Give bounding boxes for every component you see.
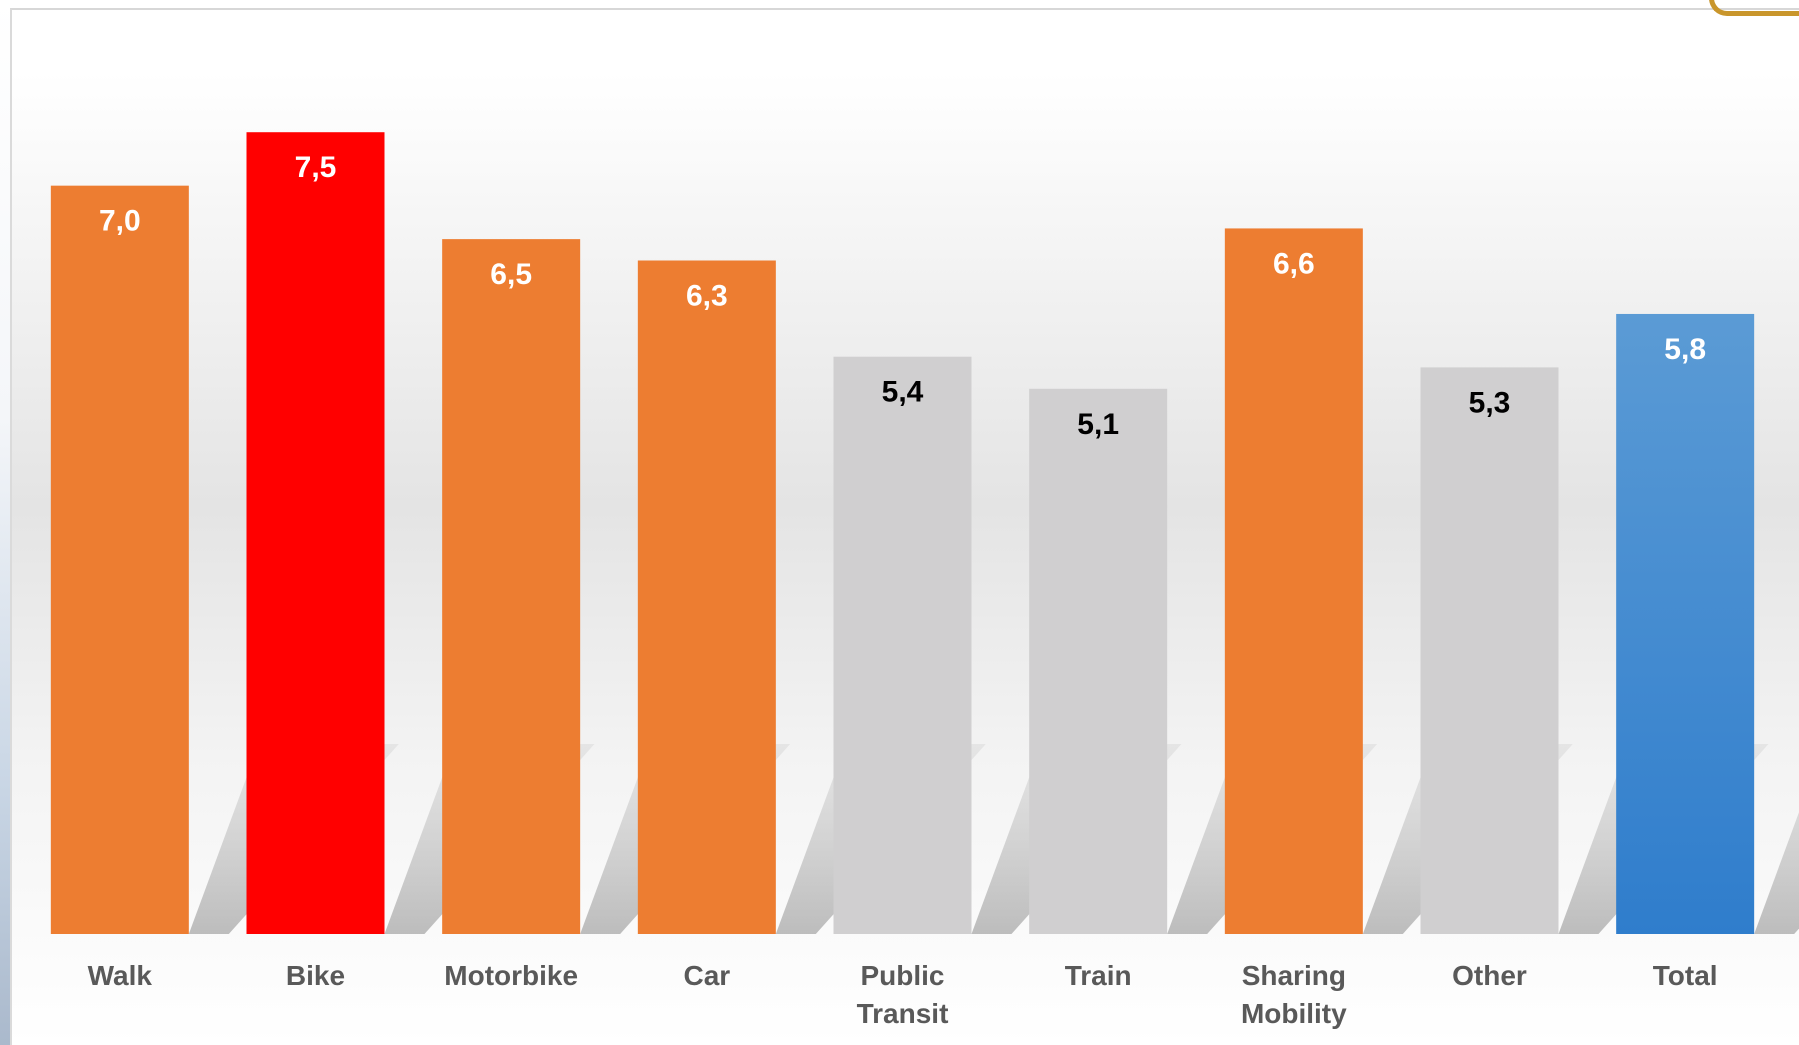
category-labels: Walk Bike Motorbike Car Public Transit Train Sh… xyxy=(88,960,1718,1029)
bar-train[interactable] xyxy=(1029,388,1168,934)
value-label-motorbike: 6,5 xyxy=(490,258,532,291)
bar-public-transit[interactable] xyxy=(833,356,972,934)
value-label-bike: 7,5 xyxy=(295,151,337,184)
value-label-sharing-mobility: 6,6 xyxy=(1273,247,1315,280)
bar-walk[interactable] xyxy=(50,185,189,934)
value-label-car: 6,3 xyxy=(686,280,728,313)
category-label-sharing-mobility: Sharing Mobility xyxy=(1241,960,1347,1029)
value-label-train: 5,1 xyxy=(1077,408,1119,441)
category-label-total: Total xyxy=(1653,960,1718,991)
bar-total[interactable] xyxy=(1616,313,1755,934)
bar-sharing-mobility[interactable] xyxy=(1224,228,1363,934)
bar-car[interactable] xyxy=(637,260,776,935)
category-label-motorbike: Motorbike xyxy=(444,960,578,991)
bar-shadow-total xyxy=(1754,812,1799,934)
category-label-public-transit: Public Transit xyxy=(857,960,949,1029)
value-label-other: 5,3 xyxy=(1469,386,1511,419)
bar-other[interactable] xyxy=(1420,367,1559,934)
category-label-other: Other xyxy=(1452,960,1527,991)
category-label-bike: Bike xyxy=(286,960,345,991)
value-label-total: 5,8 xyxy=(1664,333,1706,366)
window-left-edge xyxy=(0,0,10,1045)
bar-motorbike[interactable] xyxy=(442,239,581,935)
category-label-train: Train xyxy=(1065,960,1132,991)
category-label-walk: Walk xyxy=(88,960,153,991)
value-label-public-transit: 5,4 xyxy=(882,376,924,409)
category-label-car: Car xyxy=(683,960,730,991)
bar-bike[interactable] xyxy=(246,132,385,934)
value-labels: 7,0 7,5 6,5 6,3 5,4 5,1 6,6 5,3 5,8 xyxy=(99,151,1706,441)
corner-tab xyxy=(1709,0,1799,16)
value-label-walk: 7,0 xyxy=(99,205,141,238)
bars xyxy=(50,132,1755,935)
